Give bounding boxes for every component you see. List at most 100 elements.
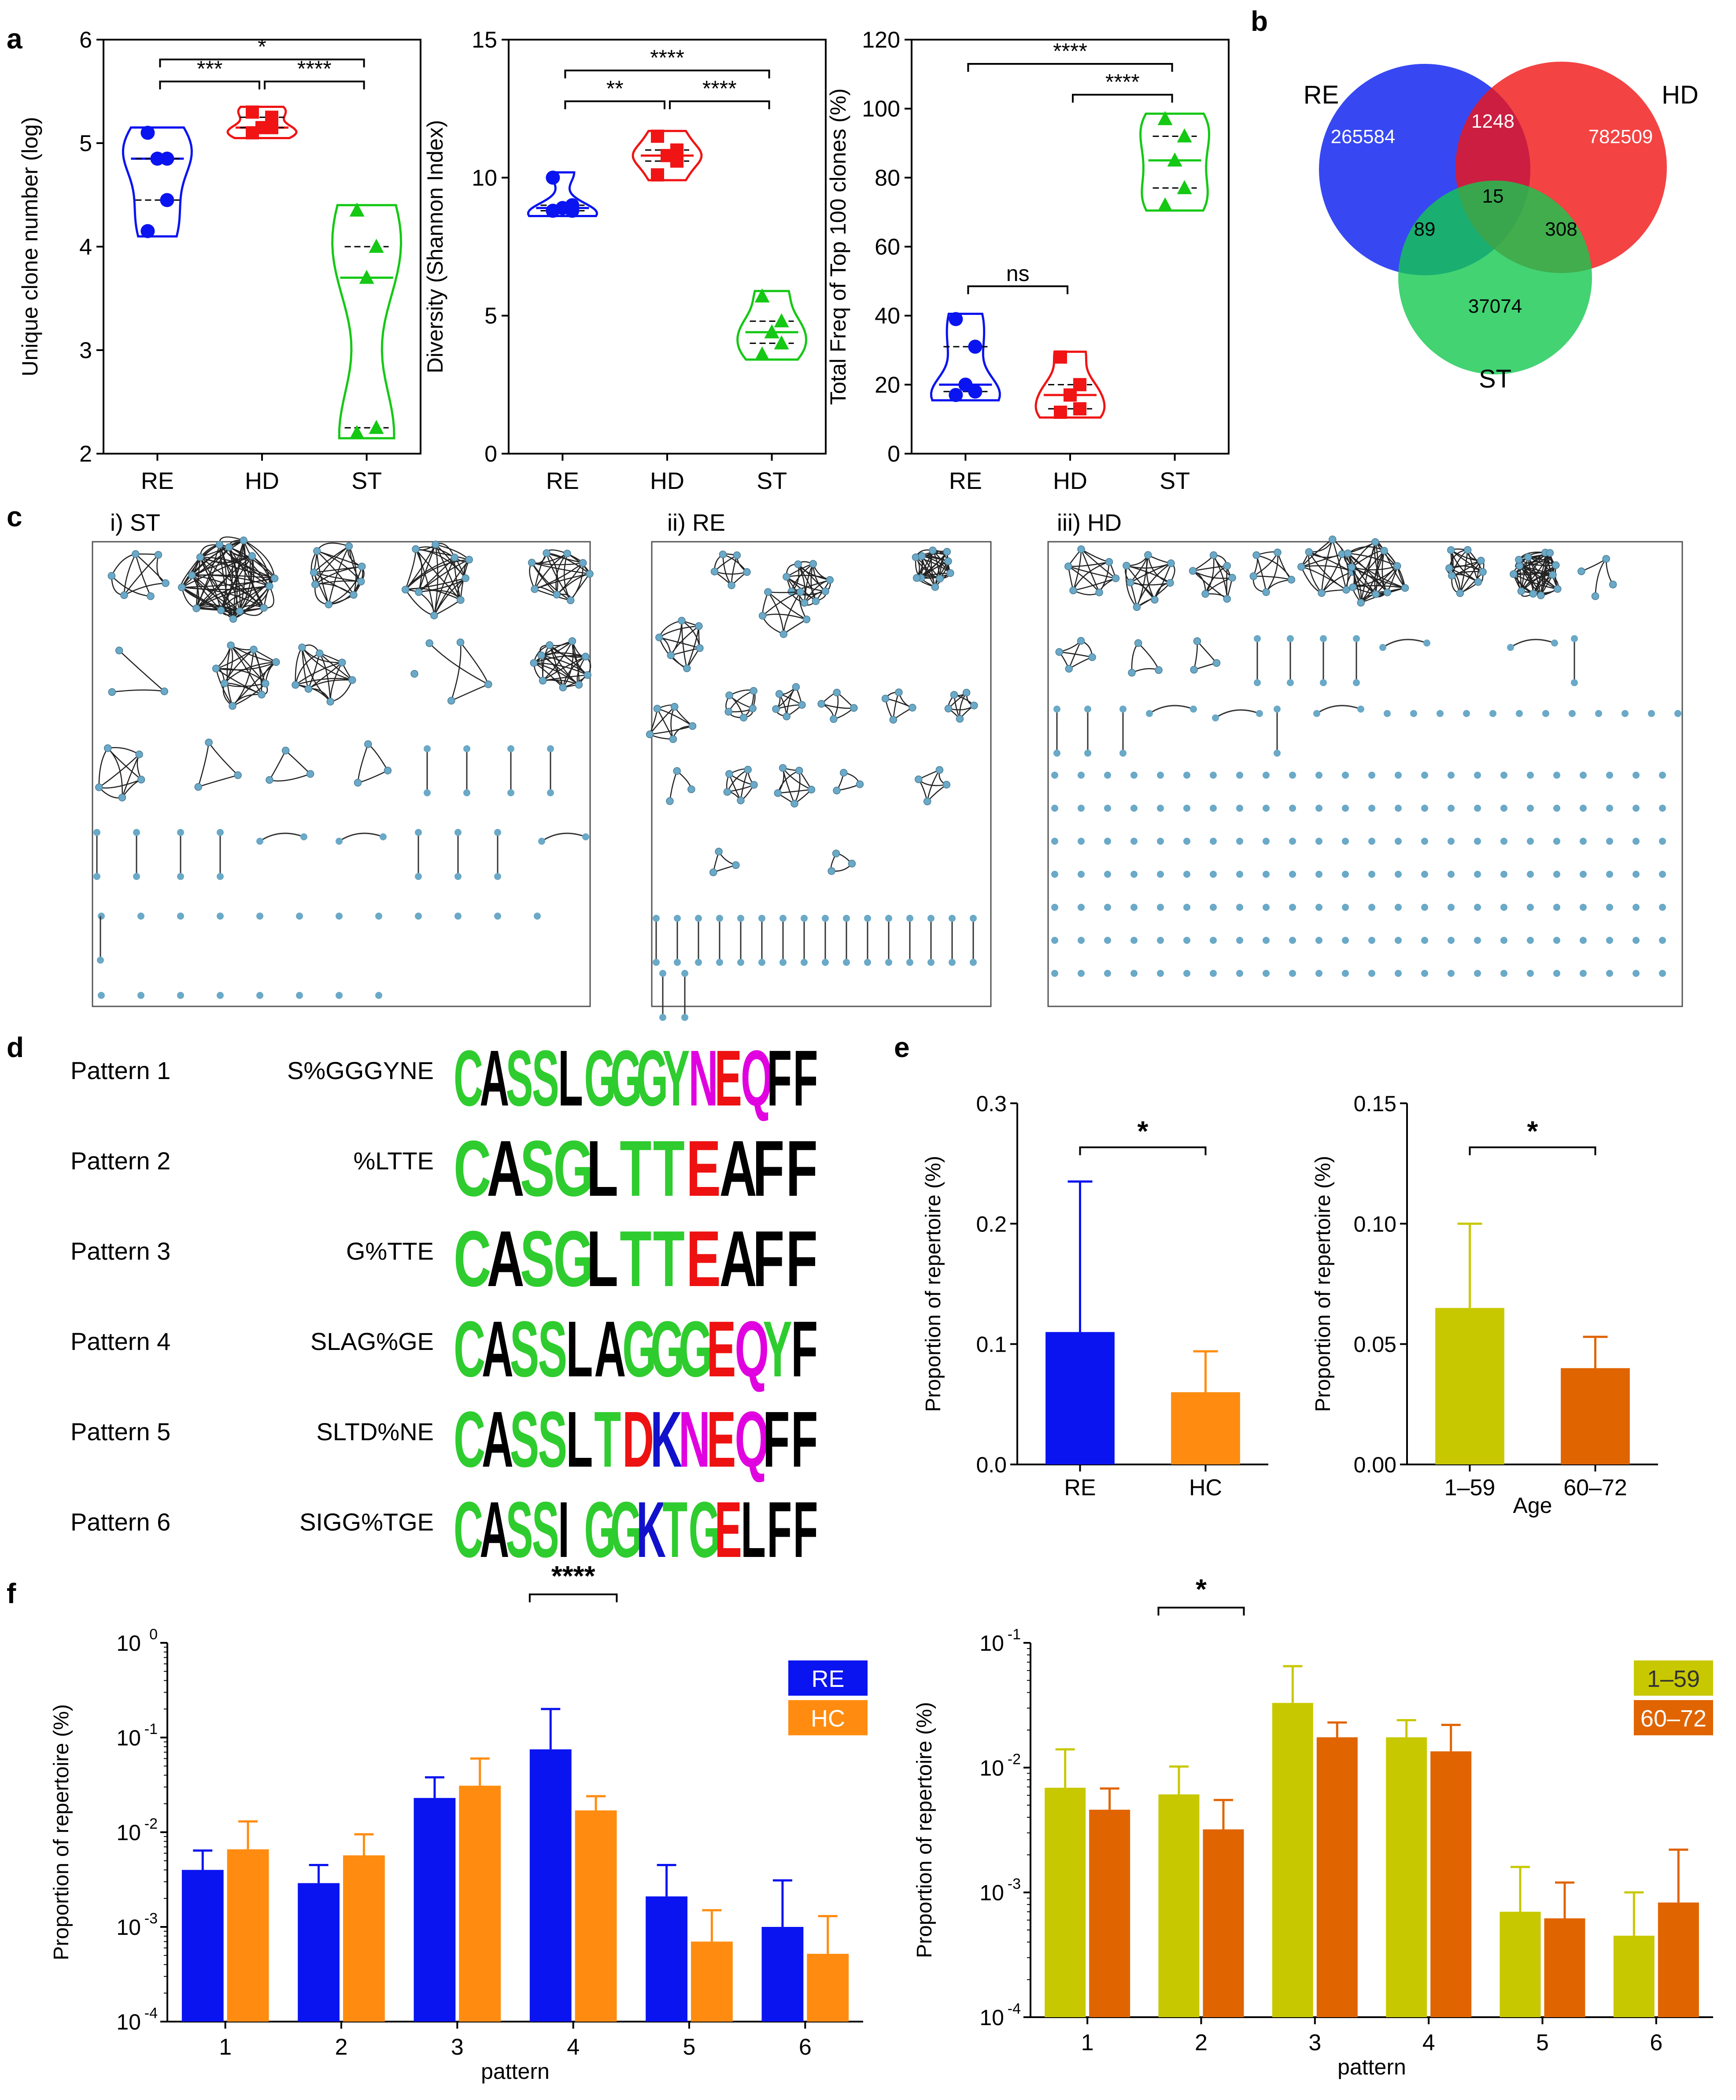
network-node [364,740,372,748]
network-node [950,691,958,699]
data-point-HD [246,126,259,140]
network-edge [429,643,489,685]
violin-outline-RE [122,126,193,238]
logo-letter: S [532,1486,559,1574]
network-edge [533,655,586,664]
network-node [1633,838,1640,845]
logo-letter: A [487,1124,524,1213]
network-edge [1073,561,1109,591]
network-node [553,591,561,599]
network-node [1183,805,1190,812]
network-node [956,715,964,723]
bar-60–72 [1561,1368,1630,1464]
bar-HC-6 [807,1954,849,2022]
network-node [1527,904,1534,911]
logo-letter: F [753,1124,784,1213]
network-edge [657,708,693,727]
logo-letter: L [566,1395,593,1484]
network-edge [1308,551,1347,591]
y-tick-exponent: -1 [144,1721,158,1738]
network-node [1353,635,1360,642]
y-axis-label: Total Freq of Top 100 clones (%) [826,89,850,405]
legend-f2-age1-label: 1–59 [1647,1666,1700,1692]
network-node [1580,937,1587,944]
y-tick-label: 0 [484,441,497,467]
network-node [821,587,830,595]
network-node [1659,772,1666,779]
x-category-label: HD [245,468,279,494]
network-edge [1347,553,1405,589]
network-node [1236,871,1243,878]
network-edge [111,553,136,576]
network-frame [651,541,992,1007]
network-edge [328,546,350,605]
data-point-HD [265,121,278,134]
network-node [1095,588,1103,596]
network-node [266,582,273,590]
logo-letter: T [620,1215,651,1303]
network-node [716,915,723,922]
venn-label-ST: ST [1479,365,1511,393]
logo-letter: T [653,1124,685,1213]
network-node [1104,838,1111,845]
plot-frame [508,39,827,455]
network-node [1210,772,1217,779]
network-edge [1213,555,1228,599]
network-node [1084,750,1091,757]
network-node [1368,838,1375,845]
network-node [758,612,767,620]
network-edge [783,619,807,635]
network-node [1166,579,1174,587]
network-node [177,992,184,999]
network-edge [358,770,388,784]
y-tick-label: 0.05 [1354,1332,1396,1357]
y-tick-label: 5 [484,303,497,329]
network-edge [111,575,151,597]
y-tick-label: 5 [79,131,92,156]
significance-bracket [1072,94,1173,103]
network-node [584,671,591,679]
network-node [949,915,956,922]
network-node [801,915,808,922]
network-node [1421,772,1428,779]
x-category-label: 1 [1081,2030,1094,2056]
network-node [97,957,104,964]
x-category-label: 5 [683,2034,696,2060]
panel-e-bar-charts: 0.0 0.1 0.2 0.3 Proportion of repertoire (%)… [922,1091,1658,1518]
network-node [659,1014,666,1021]
data-point-RE [546,203,560,218]
network-node [1183,937,1190,944]
network-node [547,789,554,796]
network-node [1212,714,1219,721]
logo-letter: S [532,1034,559,1123]
x-category-label: 1 [219,2034,232,2060]
network-node [1606,805,1613,812]
logo-letter: F [786,1124,818,1213]
network-node [716,959,723,966]
network-edge [1348,553,1398,567]
pattern-name: Pattern 2 [70,1147,170,1175]
network-node [133,829,140,836]
network-node [822,915,829,922]
network-node [889,716,898,724]
network-node [843,959,850,966]
network-node [1236,970,1243,977]
network-node [1236,904,1243,911]
violin-outline-ST [736,290,808,361]
network-node [1527,838,1534,845]
venn-value-hd-only: 782509 [1588,126,1653,148]
data-point-RE [546,170,560,185]
network-node [1348,563,1356,571]
network-node [1157,772,1164,779]
bar-1–59-2 [1158,1794,1200,2017]
network-node [1633,805,1640,812]
network-edge [1215,709,1260,719]
network-node [1517,587,1525,595]
network-node [728,581,735,589]
network-edge [778,789,812,794]
network-node [1421,970,1428,977]
significance-bracket [264,81,365,89]
logo-letter: C [454,1215,491,1303]
network-node [507,745,514,752]
network-edge [562,641,574,688]
